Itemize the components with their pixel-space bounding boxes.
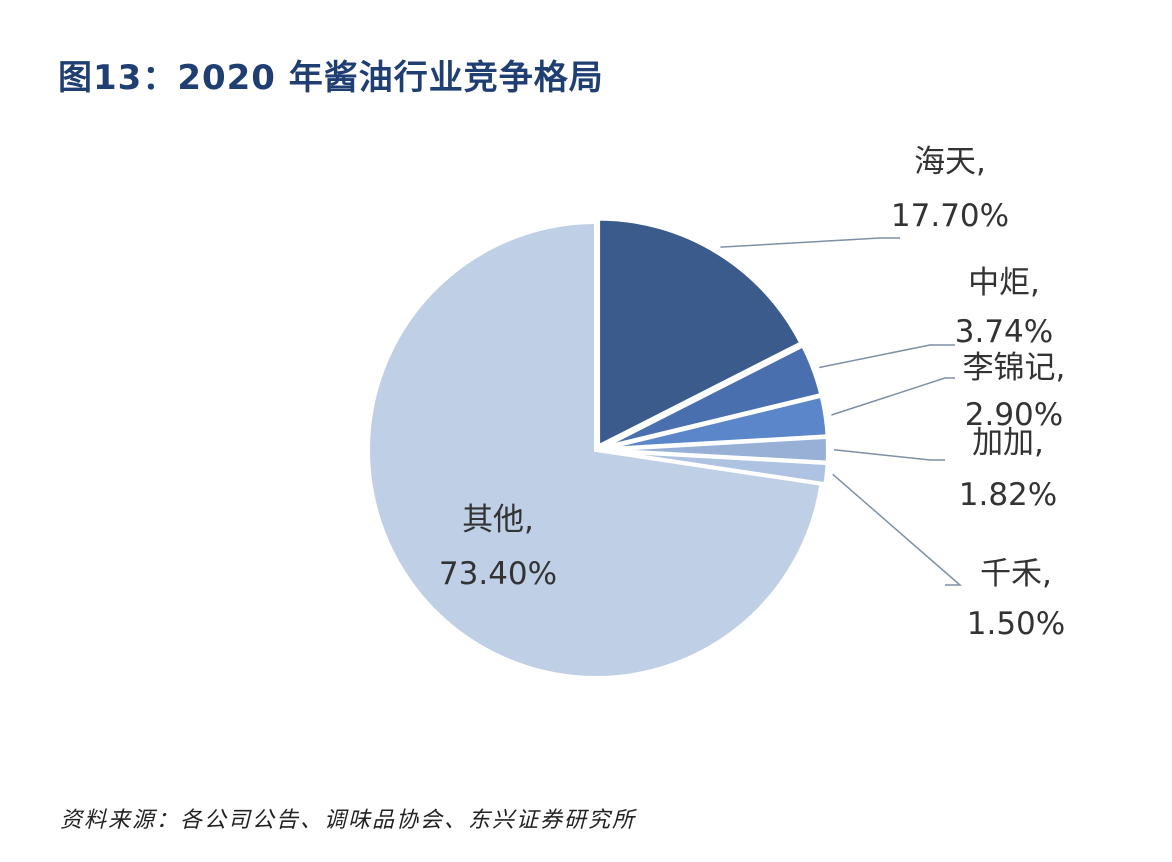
slice-3-leader-line bbox=[833, 449, 945, 461]
slice-labels: 海天, 17.70% 中炬, 3.74%李锦记, 2.90%加加, 1.82% 千禾, 1.5… bbox=[439, 144, 1066, 642]
pie-slices bbox=[366, 216, 830, 680]
slice-4-value-label: 1.50% bbox=[967, 606, 1065, 642]
slice-4-leader-line bbox=[832, 473, 963, 586]
slice-5-name-label: 其他, bbox=[462, 502, 534, 538]
slice-0-wedge bbox=[596, 216, 805, 450]
leader-lines bbox=[720, 237, 963, 586]
slice-3-name-label: 加加, bbox=[972, 425, 1044, 461]
slice-0-name-label: 海天, bbox=[914, 144, 986, 180]
slice-1-name-label: 中炬, bbox=[968, 265, 1040, 301]
slice-3-value-label: 1.82% bbox=[959, 477, 1057, 513]
slice-5-value-label: 73.40% bbox=[439, 556, 557, 592]
slice-2-value-label: 2.90% bbox=[965, 397, 1063, 433]
slice-1-leader-line bbox=[819, 344, 955, 369]
slice-0-leader-line bbox=[720, 237, 900, 248]
source-note: 资料来源：各公司公告、调味品协会、东兴证券研究所 bbox=[60, 808, 637, 833]
slice-0-value-label: 17.70% bbox=[891, 198, 1009, 234]
slice-2-name-label: 李锦记, bbox=[963, 350, 1066, 386]
slice-4-name-label: 千禾, bbox=[980, 556, 1052, 592]
slice-1-value-label: 3.74% bbox=[955, 314, 1053, 350]
slice-5-wedge bbox=[366, 219, 824, 680]
figure-title: 图13：2020 年酱油行业竞争格局 bbox=[58, 58, 604, 98]
slice-2-leader-line bbox=[831, 377, 955, 416]
